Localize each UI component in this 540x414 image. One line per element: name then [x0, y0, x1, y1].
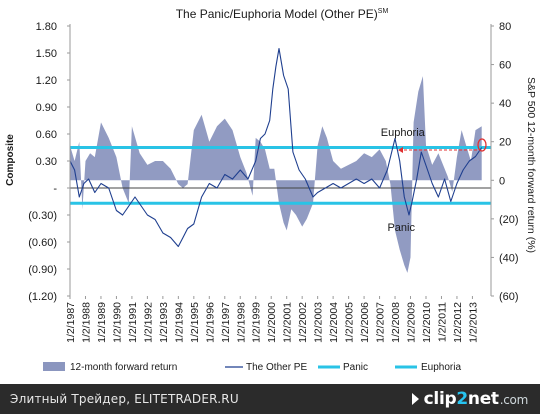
right-tick-label: 0 [499, 175, 505, 187]
legend-swatch-area [43, 362, 65, 371]
x-tick-label: 1/2/2005 [344, 302, 356, 343]
right-tick-label: (40) [499, 252, 519, 264]
x-tick-label: 1/2/1988 [80, 302, 92, 343]
x-tick-label: 1/2/2013 [467, 302, 479, 343]
x-tick-label: 1/2/2003 [313, 302, 325, 343]
left-axis-ticks: 1.80 1.50 1.20 0.90 0.60 0.30 - (0.30) (0.60) (0.… [28, 21, 70, 303]
right-axis-label: S&P 500 12-month forward return (%) [525, 77, 537, 253]
left-axis-label: Composite [5, 134, 16, 186]
x-axis-ticks: 1/2/1987 1/2/1988 1/2/1989 1/2/1990 1/2/1991… [65, 296, 479, 343]
right-tick-label: 40 [499, 98, 511, 110]
chart-title: The Panic/Euphoria Model (Other PE)SM [176, 7, 389, 21]
x-tick-label: 1/2/1998 [235, 302, 247, 343]
brand-tld: .com [499, 393, 529, 407]
x-tick-label: 1/2/1990 [111, 302, 123, 343]
other-pe-line [69, 47, 483, 248]
legend-label-forward-return: 12-month forward return [70, 362, 177, 373]
chart-legend: 12-month forward return The Other PE Pan… [43, 362, 461, 373]
other-pe-line-path [69, 47, 483, 248]
x-tick-label: 1/2/2004 [328, 302, 340, 343]
left-tick-label: - [53, 183, 57, 195]
brand-part-1: clip [423, 389, 457, 409]
chart-background [0, 0, 540, 384]
left-tick-label: 1.50 [36, 48, 57, 60]
brand-part-2: 2 [456, 389, 468, 409]
watermark-footer: Элитный Трейдер, ELITETRADER.RU clip2net… [0, 384, 540, 414]
x-tick-label: 1/2/1992 [142, 302, 154, 343]
x-tick-label: 1/2/1999 [251, 302, 263, 343]
x-tick-label: 1/2/1991 [127, 302, 139, 343]
brand-name: clip2net.com [423, 389, 529, 409]
x-tick-label: 1/2/2012 [452, 302, 464, 343]
annotations: Euphoria Panic [381, 127, 426, 234]
left-tick-label: 1.20 [36, 75, 57, 87]
clip2net-logo: clip2net.com [411, 388, 529, 410]
x-tick-label: 1/2/2011 [436, 302, 448, 342]
left-tick-label: (0.60) [28, 237, 57, 249]
forward-return-area-path [70, 76, 482, 273]
x-tick-label: 1/2/1994 [173, 302, 185, 343]
x-tick-label: 1/2/1996 [204, 302, 216, 343]
x-tick-label: 1/2/2006 [359, 302, 371, 343]
left-tick-label: (0.30) [28, 210, 57, 222]
right-tick-label: 20 [499, 137, 511, 149]
left-tick-label: 0.60 [36, 129, 57, 141]
x-tick-label: 1/2/1989 [96, 302, 108, 343]
x-tick-label: 1/2/1993 [158, 302, 170, 343]
chart-title-superscript: SM [378, 8, 389, 15]
panic-euphoria-chart: The Panic/Euphoria Model (Other PE)SM 1.… [0, 0, 540, 384]
right-tick-label: (20) [499, 214, 519, 226]
forward-return-area [70, 76, 491, 273]
left-tick-label: 0.90 [36, 102, 57, 114]
legend-label-other-pe: The Other PE [246, 362, 307, 373]
highlight-circle [477, 138, 487, 152]
play-arrow-icon [411, 393, 419, 405]
annotation-euphoria: Euphoria [381, 127, 426, 139]
x-tick-label: 1/2/2007 [375, 302, 387, 343]
chart-title-text: The Panic/Euphoria Model (Other PE) [176, 7, 378, 21]
left-tick-label: 0.30 [36, 156, 57, 168]
x-tick-label: 1/2/2008 [390, 302, 402, 343]
legend-label-panic: Panic [343, 362, 368, 373]
reference-lines [70, 146, 491, 205]
x-tick-label: 1/2/2009 [406, 302, 418, 343]
x-tick-label: 1/2/1987 [65, 302, 77, 343]
left-tick-label: (0.90) [28, 264, 57, 276]
x-tick-label: 1/2/2010 [421, 302, 433, 343]
legend-label-euphoria: Euphoria [421, 362, 461, 373]
x-tick-label: 1/2/2002 [297, 302, 309, 343]
footer-source-text: Элитный Трейдер, ELITETRADER.RU [10, 392, 239, 406]
right-axis-ticks: 80 60 40 20 0 (20) (40) (60) [491, 21, 519, 303]
right-tick-label: 80 [499, 21, 511, 33]
highlight-arrow-head [398, 147, 403, 153]
x-tick-label: 1/2/2001 [282, 302, 294, 343]
left-tick-label: 1.80 [36, 21, 57, 33]
right-tick-label: (60) [499, 291, 519, 303]
brand-part-3: net [467, 389, 499, 409]
right-tick-label: 60 [499, 60, 511, 72]
annotation-panic: Panic [387, 222, 415, 234]
x-tick-label: 1/2/1997 [220, 302, 232, 343]
x-tick-label: 1/2/1995 [189, 302, 201, 343]
x-tick-label: 1/2/2000 [266, 302, 278, 343]
left-tick-label: (1.20) [28, 291, 57, 303]
